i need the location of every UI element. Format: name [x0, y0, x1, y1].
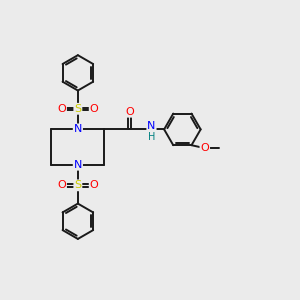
- Text: O: O: [125, 107, 134, 117]
- Text: O: O: [57, 180, 66, 190]
- Text: H: H: [148, 132, 155, 142]
- Text: N: N: [74, 160, 82, 170]
- Text: O: O: [90, 180, 98, 190]
- Text: O: O: [57, 104, 66, 114]
- Text: N: N: [147, 122, 156, 131]
- Text: S: S: [74, 104, 81, 114]
- Text: S: S: [74, 180, 81, 190]
- Text: O: O: [90, 104, 98, 114]
- Text: O: O: [200, 143, 209, 153]
- Text: N: N: [74, 124, 82, 134]
